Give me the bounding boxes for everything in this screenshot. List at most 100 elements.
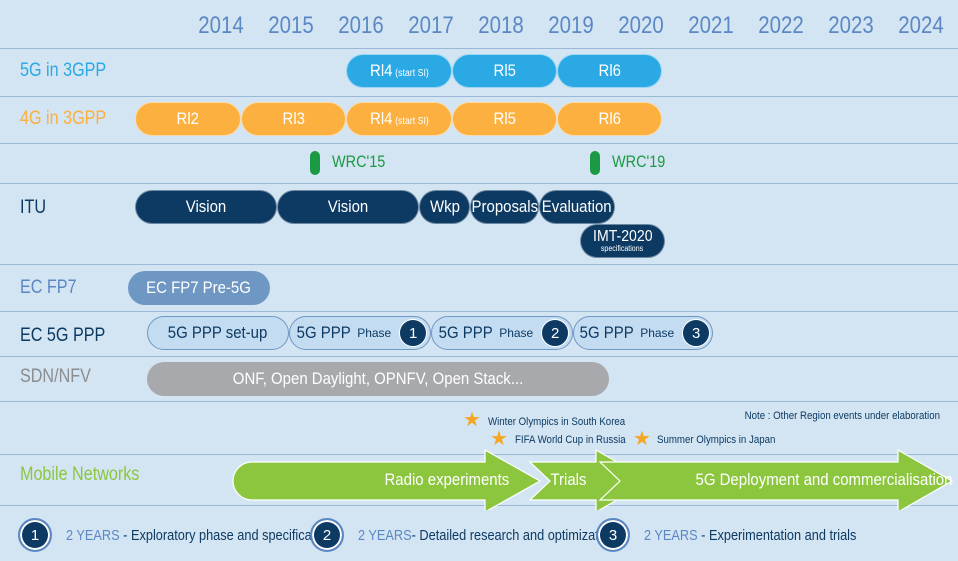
- note-text: Note : Other Region events under elabora…: [744, 410, 940, 422]
- row-divider: [0, 505, 958, 506]
- bar-label: 5G PPP: [438, 323, 493, 342]
- row-label-4g-3gpp: 4G in 3GPP: [20, 108, 107, 129]
- bar-label: EC FP7 Pre-5G: [146, 278, 252, 297]
- bar-itu-vision-2: Vision: [277, 190, 419, 224]
- year-label: 2016: [338, 12, 384, 39]
- bar-label: ONF, Open Daylight, OPNFV, Open Stack...: [232, 369, 524, 388]
- arrow-label: Trials: [550, 470, 587, 489]
- bar-4g-rel15: Rl5: [452, 102, 557, 136]
- row-divider: [0, 264, 958, 265]
- bar-sdn-nfv: ONF, Open Daylight, OPNFV, Open Stack...: [147, 362, 609, 396]
- year-label: 2024: [898, 12, 944, 39]
- bar-itu-vision-1: Vision: [135, 190, 277, 224]
- bar-ec-fp7-pre5g: EC FP7 Pre-5G: [128, 271, 270, 305]
- wrc15-label: WRC'15: [332, 152, 386, 171]
- row-label-mobile-networks: Mobile Networks: [20, 464, 140, 485]
- legend-description: Experimentation and trials: [708, 526, 857, 544]
- row-label-sdn-nfv: SDN/NFV: [20, 366, 91, 387]
- star-icon: ★: [633, 428, 651, 450]
- bar-label: Vision: [327, 197, 369, 216]
- legend-separator: -: [119, 526, 131, 544]
- bar-5gppp-phase1: 5G PPP Phase 1: [289, 316, 431, 350]
- legend-number-badge: 2: [310, 518, 344, 552]
- bar-5gppp-phase2: 5G PPP Phase 2: [431, 316, 573, 350]
- bar-itu-wkp: Wkp: [419, 190, 470, 224]
- event-summer-olympics: Summer Olympics in Japan: [657, 434, 776, 446]
- row-divider: [0, 311, 958, 312]
- legend-number-badge: 1: [18, 518, 52, 552]
- year-label: 2023: [828, 12, 874, 39]
- legend-years: 2 YEARS: [66, 526, 120, 544]
- legend-item-3: 3 2 YEARS - Experimentation and trials: [596, 518, 894, 552]
- star-icon: ★: [490, 428, 508, 450]
- phase-label: Phase: [499, 326, 534, 340]
- bar-5gppp-setup: 5G PPP set-up: [147, 316, 289, 350]
- row-label-ec-5g-ppp: EC 5G PPP: [20, 325, 106, 346]
- row-label-itu: ITU: [20, 197, 47, 218]
- legend-separator: -: [697, 526, 709, 544]
- bar-4g-rel13: Rl3: [241, 102, 346, 136]
- bar-5g-rel14: Rl4 (start SI): [346, 54, 452, 88]
- year-label: 2021: [688, 12, 734, 39]
- bar-5g-rel15: Rl5: [452, 54, 557, 88]
- bar-label: 5G PPP: [296, 323, 351, 342]
- bar-sublabel: specifications: [601, 244, 644, 253]
- row-divider: [0, 143, 958, 144]
- star-icon: ★: [463, 409, 481, 431]
- legend-number-badge: 3: [596, 518, 630, 552]
- bar-label: Rl2: [176, 109, 200, 128]
- wrc15-marker: [310, 151, 320, 175]
- row-label-5g-3gpp: 5G in 3GPP: [20, 60, 107, 81]
- phase-number-badge: 1: [399, 319, 428, 347]
- year-label: 2015: [268, 12, 314, 39]
- year-label: 2020: [618, 12, 664, 39]
- bar-4g-rel14: Rl4 (start SI): [346, 102, 452, 136]
- row-divider: [0, 96, 958, 97]
- legend-text: 2 YEARS - Experimentation and trials: [644, 527, 856, 544]
- wrc19-label: WRC'19: [612, 152, 666, 171]
- arrow-5g-deployment: [598, 448, 954, 510]
- row-divider: [0, 183, 958, 184]
- arrow-label: Radio experiments: [384, 470, 510, 489]
- legend-description: Exploratory phase and specification: [130, 526, 333, 544]
- bar-label: Rl3: [282, 109, 305, 128]
- year-label: 2022: [758, 12, 804, 39]
- bar-label: Rl5: [493, 109, 516, 128]
- legend-item-1: 1 2 YEARS - Exploratory phase and specif…: [18, 518, 379, 552]
- event-winter-olympics: Winter Olympics in South Korea: [488, 416, 626, 428]
- wrc19-marker: [590, 151, 600, 175]
- legend-text: 2 YEARS - Exploratory phase and specific…: [66, 527, 332, 544]
- bar-label: 5G PPP: [579, 323, 634, 342]
- phase-number-badge: 2: [541, 319, 570, 347]
- bar-label: Rl4: [369, 61, 393, 80]
- year-label: 2019: [548, 12, 594, 39]
- legend-years: 2 YEARS: [358, 526, 412, 544]
- arrow-radio-experiments: [232, 448, 542, 510]
- bar-label: Proposals: [471, 197, 538, 216]
- bar-label: 5G PPP set-up: [168, 323, 268, 342]
- row-divider: [0, 48, 958, 49]
- mobile-networks-arrows: [232, 448, 954, 510]
- bar-label: Rl5: [493, 61, 516, 80]
- bar-5gppp-phase3: 5G PPP Phase 3: [573, 316, 713, 350]
- legend-text: 2 YEARS- Detailed research and optimizat…: [358, 527, 616, 544]
- bar-itu-proposals: Proposals: [470, 190, 539, 224]
- bar-4g-rel12: Rl2: [135, 102, 241, 136]
- legend-description: Detailed research and optimization: [419, 526, 616, 544]
- bar-sublabel: (start SI): [394, 116, 429, 127]
- row-divider: [0, 356, 958, 357]
- year-label: 2018: [478, 12, 524, 39]
- bar-itu-evaluation: Evaluation: [539, 190, 615, 224]
- bar-label: Wkp: [429, 197, 460, 216]
- bar-label: Vision: [185, 197, 227, 216]
- event-fifa-world-cup: FIFA World Cup in Russia: [515, 434, 626, 446]
- bar-label: Rl4: [369, 109, 393, 128]
- bar-label: Evaluation: [542, 197, 612, 216]
- legend-item-2: 2 2 YEARS- Detailed research and optimiz…: [310, 518, 661, 552]
- year-label: 2017: [408, 12, 454, 39]
- bar-label: Rl6: [598, 109, 621, 128]
- bar-itu-imt2020: IMT-2020 specifications: [580, 224, 665, 258]
- bar-sublabel: (start SI): [394, 68, 429, 79]
- phase-label: Phase: [640, 326, 675, 340]
- row-divider: [0, 401, 958, 402]
